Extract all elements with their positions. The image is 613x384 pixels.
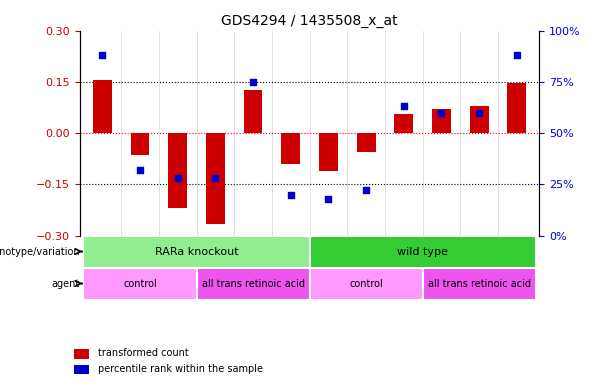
FancyBboxPatch shape bbox=[310, 235, 536, 268]
Text: GSM775299: GSM775299 bbox=[169, 239, 178, 285]
Text: percentile rank within the sample: percentile rank within the sample bbox=[98, 364, 263, 374]
Bar bbox=[131, 133, 150, 155]
Text: control: control bbox=[123, 278, 157, 288]
Point bbox=[399, 103, 409, 109]
Text: all trans retinoic acid: all trans retinoic acid bbox=[428, 278, 531, 288]
Point bbox=[286, 192, 295, 198]
Point bbox=[97, 52, 107, 58]
Text: GSM775296: GSM775296 bbox=[244, 239, 253, 285]
Bar bbox=[394, 114, 413, 133]
Text: GSM775298: GSM775298 bbox=[470, 239, 479, 285]
Bar bbox=[470, 106, 489, 133]
Point bbox=[248, 79, 258, 85]
Text: GSM775302: GSM775302 bbox=[508, 239, 517, 285]
Text: wild type: wild type bbox=[397, 247, 448, 257]
Text: GSM775295: GSM775295 bbox=[131, 239, 140, 285]
Bar bbox=[206, 133, 225, 223]
Text: GSM775294: GSM775294 bbox=[432, 239, 441, 285]
Point bbox=[135, 167, 145, 173]
Point bbox=[474, 109, 484, 116]
Point bbox=[173, 175, 183, 181]
Point bbox=[324, 195, 333, 202]
FancyBboxPatch shape bbox=[422, 268, 536, 300]
Bar bbox=[168, 133, 187, 208]
Text: GSM775291: GSM775291 bbox=[93, 239, 102, 285]
Point bbox=[210, 175, 220, 181]
Title: GDS4294 / 1435508_x_at: GDS4294 / 1435508_x_at bbox=[221, 14, 398, 28]
Bar bbox=[243, 91, 262, 133]
Text: agent: agent bbox=[51, 278, 80, 288]
Bar bbox=[357, 133, 376, 152]
Bar bbox=[319, 133, 338, 170]
Text: genotype/variation: genotype/variation bbox=[0, 247, 80, 257]
Text: GSM775300: GSM775300 bbox=[282, 239, 291, 285]
Text: all trans retinoic acid: all trans retinoic acid bbox=[202, 278, 305, 288]
Text: GSM775293: GSM775293 bbox=[319, 239, 329, 285]
Point bbox=[361, 187, 371, 194]
Text: GSM775297: GSM775297 bbox=[357, 239, 366, 285]
Bar bbox=[93, 80, 112, 133]
Text: RARa knockout: RARa knockout bbox=[154, 247, 238, 257]
Text: GSM775301: GSM775301 bbox=[395, 239, 404, 285]
Text: control: control bbox=[349, 278, 383, 288]
FancyBboxPatch shape bbox=[197, 268, 310, 300]
Point bbox=[512, 52, 522, 58]
Point bbox=[436, 109, 446, 116]
FancyBboxPatch shape bbox=[83, 235, 310, 268]
Bar bbox=[281, 133, 300, 164]
Bar bbox=[508, 83, 526, 133]
FancyBboxPatch shape bbox=[310, 268, 422, 300]
Bar bbox=[432, 109, 451, 133]
Text: transformed count: transformed count bbox=[98, 348, 189, 358]
Text: GSM775292: GSM775292 bbox=[207, 239, 215, 285]
FancyBboxPatch shape bbox=[83, 268, 197, 300]
